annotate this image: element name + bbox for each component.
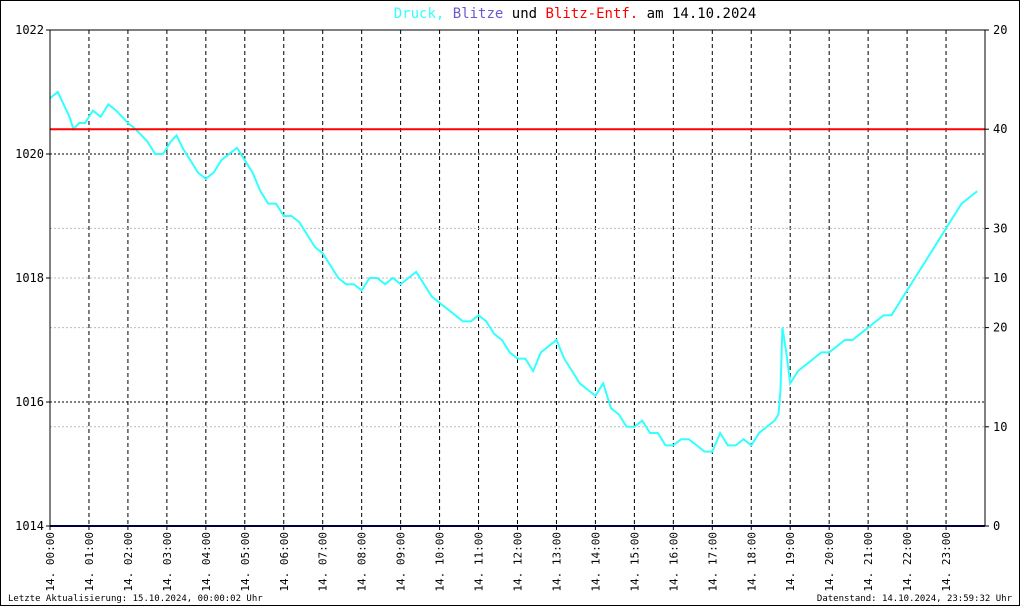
x-tick-label: 14. 02:00 — [122, 532, 135, 592]
x-tick-label: 14. 19:00 — [784, 532, 797, 592]
x-tick-label: 14. 17:00 — [706, 532, 719, 592]
y-right-tick-label: 20 — [993, 321, 1007, 335]
x-tick-label: 14. 11:00 — [473, 532, 486, 592]
y-left-tick-label: 1020 — [15, 147, 44, 161]
x-tick-label: 14. 16:00 — [667, 532, 680, 592]
x-tick-label: 14. 04:00 — [200, 532, 213, 592]
title-blitz-entf: Blitz-Entf. — [546, 6, 639, 22]
title-und: und — [512, 6, 537, 22]
title-date: am 14.10.2024 — [647, 6, 757, 22]
x-tick-label: 14. 15:00 — [628, 532, 641, 592]
x-tick-label: 14. 12:00 — [512, 532, 525, 592]
y-right-tick-label: 10 — [993, 271, 1007, 285]
y-right-tick-label: 0 — [993, 519, 1000, 533]
y-right-tick-label: 10 — [993, 420, 1007, 434]
y-left-tick-label: 1014 — [15, 519, 44, 533]
y-right-tick-label: 40 — [993, 122, 1007, 136]
x-tick-label: 14. 09:00 — [395, 532, 408, 592]
x-tick-label: 14. 10:00 — [434, 532, 447, 592]
x-tick-label: 14. 08:00 — [356, 532, 369, 592]
title-blitze: Blitze — [453, 6, 504, 22]
x-tick-label: 14. 23:00 — [940, 532, 953, 592]
x-tick-label: 14. 13:00 — [550, 532, 563, 592]
x-tick-label: 14. 01:00 — [83, 532, 96, 592]
last-update-text: Letzte Aktualisierung: 15.10.2024, 00:00… — [8, 594, 263, 604]
chart-title: Druck, Blitze und Blitz-Entf. am 14.10.2… — [394, 6, 757, 22]
y-right-tick-label: 20 — [993, 23, 1007, 37]
y-right-tick-label: 30 — [993, 221, 1007, 235]
y-left-tick-label: 1016 — [15, 395, 44, 409]
x-tick-label: 14. 05:00 — [239, 532, 252, 592]
x-tick-label: 14. 18:00 — [745, 532, 758, 592]
x-tick-label: 14. 21:00 — [862, 532, 875, 592]
title-druck: Druck, — [394, 6, 445, 22]
x-tick-label: 14. 07:00 — [317, 532, 330, 592]
x-tick-label: 14. 03:00 — [161, 532, 174, 592]
data-status-text: Datenstand: 14.10.2024, 23:59:32 Uhr — [816, 594, 1012, 604]
x-tick-label: 14. 20:00 — [823, 532, 836, 592]
y-left-tick-label: 1022 — [15, 23, 44, 37]
x-tick-label: 14. 00:00 — [44, 532, 57, 592]
pressure-line — [49, 90, 978, 453]
x-tick-label: 14. 22:00 — [901, 532, 914, 592]
x-tick-label: 14. 14:00 — [589, 532, 602, 592]
y-left-tick-label: 1018 — [15, 271, 44, 285]
grid — [50, 30, 985, 526]
x-tick-label: 14. 06:00 — [278, 532, 291, 592]
